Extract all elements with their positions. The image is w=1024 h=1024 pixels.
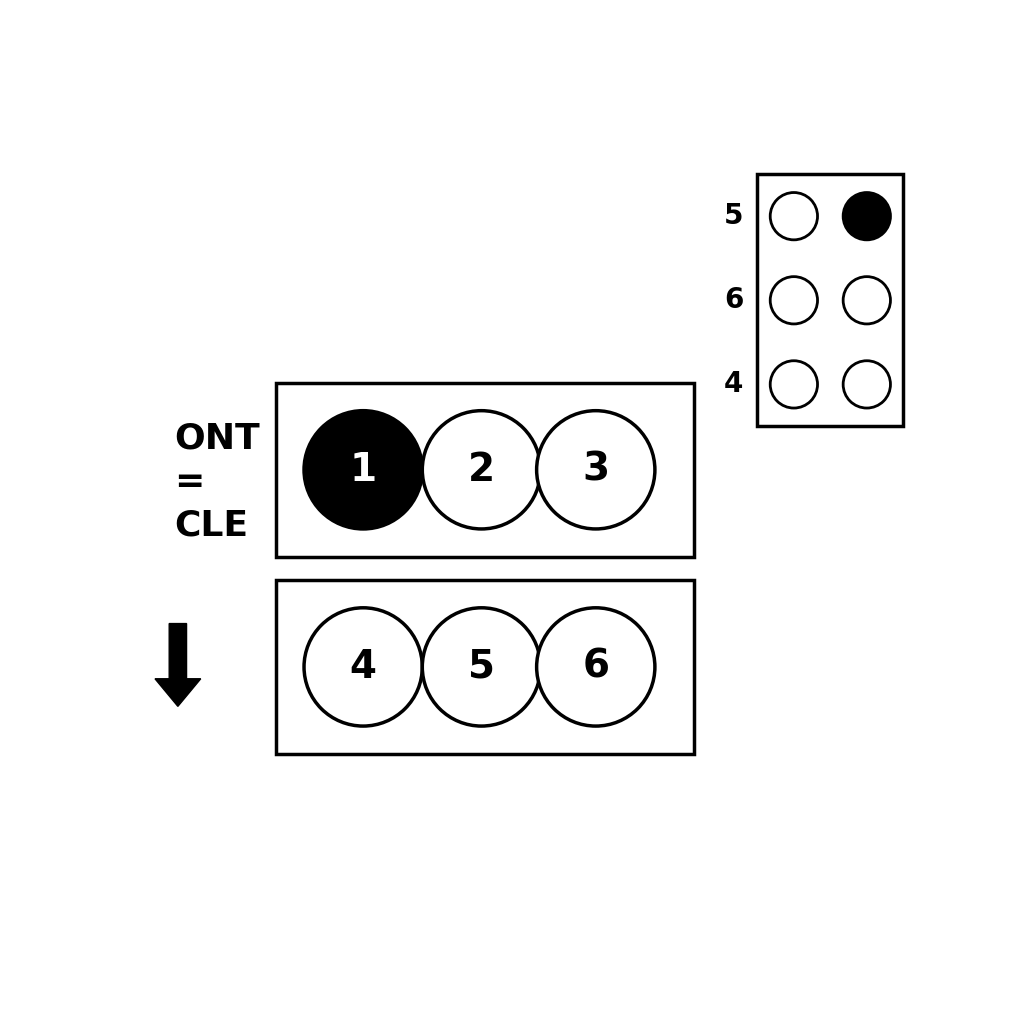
Text: 4: 4: [724, 371, 743, 398]
Circle shape: [770, 276, 817, 324]
Text: 2: 2: [468, 451, 495, 488]
Circle shape: [843, 276, 891, 324]
Circle shape: [422, 608, 541, 726]
Circle shape: [304, 411, 422, 529]
Circle shape: [422, 411, 541, 529]
Bar: [758, 174, 903, 426]
Bar: [276, 581, 694, 754]
Text: 3: 3: [583, 451, 609, 488]
Circle shape: [843, 360, 891, 408]
FancyArrow shape: [155, 624, 201, 707]
Circle shape: [770, 193, 817, 240]
Bar: [276, 383, 694, 557]
Circle shape: [537, 411, 655, 529]
Circle shape: [304, 608, 422, 726]
Text: 5: 5: [468, 648, 495, 686]
Text: ONT: ONT: [174, 421, 260, 456]
Text: 6: 6: [583, 648, 609, 686]
Text: 4: 4: [349, 648, 377, 686]
Circle shape: [537, 608, 655, 726]
Text: =: =: [174, 465, 205, 499]
Circle shape: [770, 360, 817, 408]
Text: CLE: CLE: [174, 508, 248, 542]
Text: 6: 6: [724, 287, 743, 314]
Circle shape: [843, 193, 891, 240]
Text: 1: 1: [349, 451, 377, 488]
Text: 5: 5: [724, 202, 743, 230]
